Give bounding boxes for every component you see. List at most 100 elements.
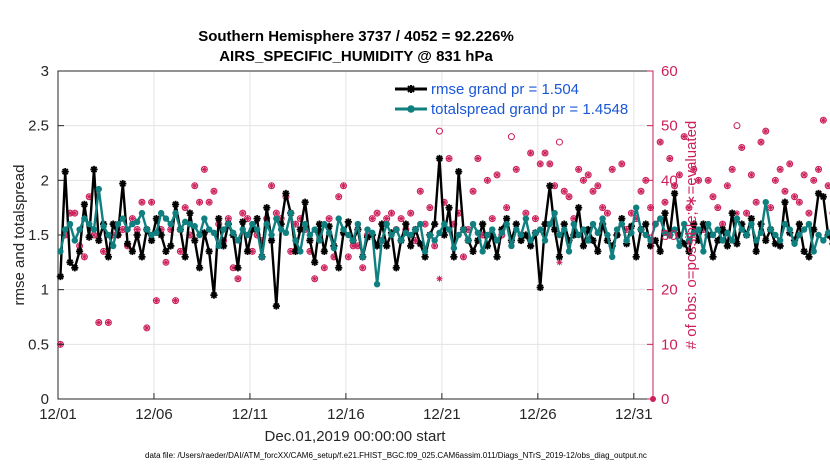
totalspread-point xyxy=(330,244,338,252)
totalspread-point xyxy=(181,218,189,226)
rmse-point xyxy=(402,220,410,228)
rmse-point xyxy=(661,209,669,217)
possible-obs-marker xyxy=(435,127,443,135)
totalspread-point xyxy=(585,237,592,244)
totalspread-point xyxy=(695,226,702,233)
legend-spread-label: totalspread grand pr = 1.4548 xyxy=(431,101,628,118)
totalspread-point xyxy=(354,220,362,228)
totalspread-point xyxy=(580,226,587,233)
x-tick-label: 12/21 xyxy=(423,406,461,423)
evaluated-obs-marker xyxy=(374,210,381,217)
evaluated-obs-marker xyxy=(234,275,241,282)
series-lines xyxy=(56,154,830,310)
rmse-point xyxy=(781,198,789,206)
evaluated-obs-marker xyxy=(777,166,784,173)
totalspread-point xyxy=(661,229,669,237)
evaluated-obs-marker xyxy=(724,182,731,189)
evaluated-obs-marker xyxy=(705,177,712,184)
evaluated-obs-marker xyxy=(129,215,136,222)
evaluated-obs-marker xyxy=(105,319,112,326)
totalspread-point xyxy=(340,226,347,233)
rmse-point xyxy=(128,247,136,255)
rmse-point xyxy=(690,220,698,228)
rmse-point xyxy=(378,220,386,228)
totalspread-point xyxy=(676,242,683,250)
evaluated-obs-marker xyxy=(781,188,788,195)
rmse-point xyxy=(138,253,146,261)
totalspread-point xyxy=(599,215,606,222)
totalspread-point xyxy=(229,229,237,237)
evaluated-obs-marker xyxy=(470,188,477,195)
totalspread-point xyxy=(225,220,232,228)
evaluated-obs-marker xyxy=(820,117,827,124)
totalspread-point xyxy=(445,226,453,233)
y-tick-label: 3 xyxy=(41,63,49,80)
totalspread-point xyxy=(109,242,117,250)
totalspread-point xyxy=(388,231,395,239)
evaluated-obs-marker xyxy=(172,297,179,304)
evaluated-obs-marker xyxy=(359,264,366,271)
totalspread-point xyxy=(666,231,673,239)
rmse-point xyxy=(152,215,160,223)
rmse-point xyxy=(191,236,199,245)
totalspread-point xyxy=(743,231,750,239)
y-tick-label: 0.5 xyxy=(28,336,49,353)
evaluated-obs-marker xyxy=(551,182,558,189)
evaluated-obs-marker xyxy=(369,215,376,222)
rmse-point xyxy=(709,253,717,261)
x-tick-label: 12/06 xyxy=(135,406,173,423)
evaluated-obs-marker xyxy=(561,188,568,195)
totalspread-point xyxy=(157,209,165,217)
evaluated-obs-marker xyxy=(762,128,769,135)
evaluated-obs-marker xyxy=(177,248,184,255)
evaluated-obs-marker xyxy=(460,253,467,260)
totalspread-point xyxy=(733,215,741,222)
totalspread-point xyxy=(297,248,304,255)
evaluated-obs-marker xyxy=(426,204,433,211)
totalspread-point xyxy=(757,229,765,237)
rmse-point xyxy=(167,242,175,250)
totalspread-point xyxy=(652,220,659,228)
evaluated-obs-marker xyxy=(527,150,534,156)
evaluated-obs-marker xyxy=(206,199,213,206)
totalspread-point xyxy=(191,223,198,230)
totalspread-point xyxy=(325,229,333,237)
rmse-point xyxy=(282,189,290,198)
totalspread-point xyxy=(273,215,280,222)
totalspread-point xyxy=(205,226,213,233)
totalspread-point xyxy=(589,220,597,228)
evaluated-obs-marker xyxy=(532,215,539,222)
rmse-point xyxy=(181,253,189,261)
rmse-point xyxy=(320,247,328,255)
totalspread-point xyxy=(551,209,558,217)
rmse-point xyxy=(66,258,74,266)
totalspread-point xyxy=(796,231,803,239)
totalspread-point xyxy=(714,226,721,233)
totalspread-point xyxy=(287,209,294,217)
rmse-point xyxy=(162,247,170,255)
footer-data-file: data file: /Users/raeder/DAI/ATM_forcXX/… xyxy=(145,451,647,460)
y-tick-label: 1.5 xyxy=(28,227,49,244)
totalspread-point xyxy=(349,237,357,244)
totalspread-point xyxy=(786,226,793,233)
totalspread-point xyxy=(292,237,299,244)
x-axis-label: Dec.01,2019 00:00:00 start xyxy=(265,428,447,445)
totalspread-point xyxy=(436,229,443,237)
rmse-point xyxy=(56,272,64,281)
evaluated-obs-marker xyxy=(580,177,587,184)
rmse-point xyxy=(800,247,808,255)
totalspread-point xyxy=(575,231,582,239)
totalspread-point xyxy=(450,244,458,252)
totalspread-point xyxy=(441,220,448,228)
totalspread-point xyxy=(129,220,136,228)
rmse-point xyxy=(392,264,400,272)
totalspread-point xyxy=(647,237,654,244)
totalspread-point xyxy=(201,215,208,222)
rmse-point xyxy=(795,220,803,228)
totalspread-point xyxy=(258,253,266,261)
evaluated-obs-marker xyxy=(714,204,721,211)
totalspread-point xyxy=(604,231,611,239)
evaluated-obs-marker xyxy=(796,199,803,206)
evaluated-obs-marker xyxy=(436,275,443,282)
